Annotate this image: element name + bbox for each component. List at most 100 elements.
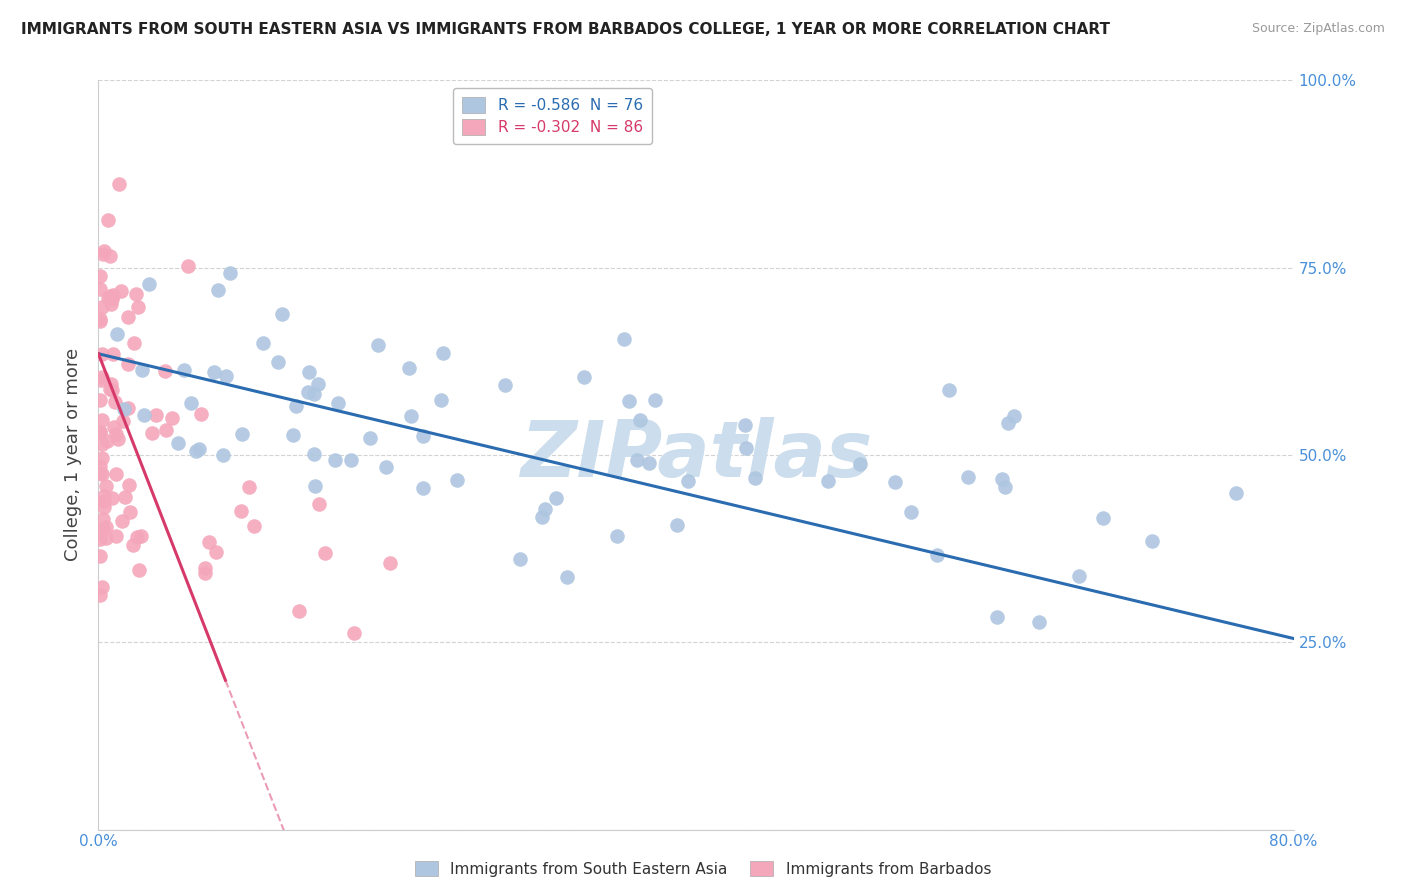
Text: Source: ZipAtlas.com: Source: ZipAtlas.com — [1251, 22, 1385, 36]
Point — [94, 520, 117, 534]
Point — [271, 307, 294, 321]
Point — [546, 491, 568, 505]
Point — [141, 426, 163, 441]
Point — [117, 310, 139, 324]
Point — [124, 287, 146, 301]
Point — [93, 244, 115, 259]
Point — [153, 364, 176, 378]
Text: IMMIGRANTS FROM SOUTH EASTERN ASIA VS IMMIGRANTS FROM BARBADOS COLLEGE, 1 YEAR O: IMMIGRANTS FROM SOUTH EASTERN ASIA VS IM… — [21, 22, 1111, 37]
Point — [118, 505, 141, 519]
Point — [359, 431, 381, 445]
Point — [89, 532, 111, 546]
Point — [308, 497, 330, 511]
Point — [117, 357, 139, 371]
Point — [1002, 409, 1025, 424]
Point — [122, 538, 145, 552]
Point — [96, 434, 118, 449]
Point — [89, 466, 111, 480]
Point — [202, 365, 225, 379]
Point — [90, 451, 112, 466]
Point — [110, 284, 132, 298]
Point — [90, 370, 112, 384]
Point — [101, 347, 124, 361]
Point — [160, 410, 183, 425]
Point — [412, 428, 434, 442]
Point — [997, 416, 1019, 430]
Text: ZIPatlas: ZIPatlas — [520, 417, 872, 493]
Point — [131, 529, 153, 543]
Point — [117, 401, 139, 415]
Point — [398, 361, 420, 376]
Point — [188, 442, 211, 456]
Point — [1140, 533, 1163, 548]
Point — [534, 502, 557, 516]
Point — [112, 414, 135, 428]
Point — [105, 528, 128, 542]
Point — [194, 566, 217, 581]
Point — [231, 426, 253, 441]
Point — [101, 383, 124, 397]
Point — [100, 376, 122, 391]
Point — [127, 300, 149, 314]
Point — [938, 383, 960, 397]
Point — [93, 494, 115, 508]
Point — [267, 355, 290, 369]
Point — [430, 392, 453, 407]
Point — [190, 407, 212, 421]
Point — [399, 409, 422, 423]
Point — [125, 530, 148, 544]
Point — [986, 610, 1008, 624]
Point — [101, 292, 124, 306]
Point — [97, 212, 120, 227]
Point — [1225, 486, 1247, 500]
Point — [446, 473, 468, 487]
Point — [676, 474, 699, 488]
Point — [198, 535, 221, 549]
Point — [103, 287, 125, 301]
Point — [94, 479, 117, 493]
Point — [238, 480, 260, 494]
Point — [97, 291, 120, 305]
Point — [509, 551, 531, 566]
Point — [89, 588, 111, 602]
Point — [98, 249, 121, 263]
Point — [145, 408, 167, 422]
Point — [89, 458, 111, 473]
Point — [90, 346, 112, 360]
Point — [229, 504, 252, 518]
Point — [91, 522, 114, 536]
Point — [98, 382, 121, 396]
Point — [343, 625, 366, 640]
Point — [304, 479, 326, 493]
Point — [134, 408, 156, 422]
Point — [103, 420, 125, 434]
Point — [283, 428, 305, 442]
Point — [89, 312, 111, 326]
Point — [307, 377, 329, 392]
Point — [1028, 615, 1050, 630]
Point — [89, 392, 111, 407]
Point — [956, 470, 979, 484]
Point — [89, 282, 111, 296]
Y-axis label: College, 1 year or more: College, 1 year or more — [65, 349, 83, 561]
Point — [252, 336, 274, 351]
Point — [302, 447, 325, 461]
Point — [531, 510, 554, 524]
Point — [93, 489, 115, 503]
Point — [990, 472, 1012, 486]
Point — [111, 514, 134, 528]
Point — [104, 394, 127, 409]
Point — [243, 519, 266, 533]
Point — [735, 441, 758, 455]
Point — [849, 458, 872, 472]
Point — [89, 425, 111, 439]
Point — [665, 518, 688, 533]
Point — [606, 528, 628, 542]
Point — [138, 277, 160, 291]
Point — [619, 394, 641, 409]
Point — [817, 474, 839, 488]
Point — [91, 301, 114, 315]
Point — [302, 386, 325, 401]
Point — [90, 373, 112, 387]
Point — [298, 365, 321, 379]
